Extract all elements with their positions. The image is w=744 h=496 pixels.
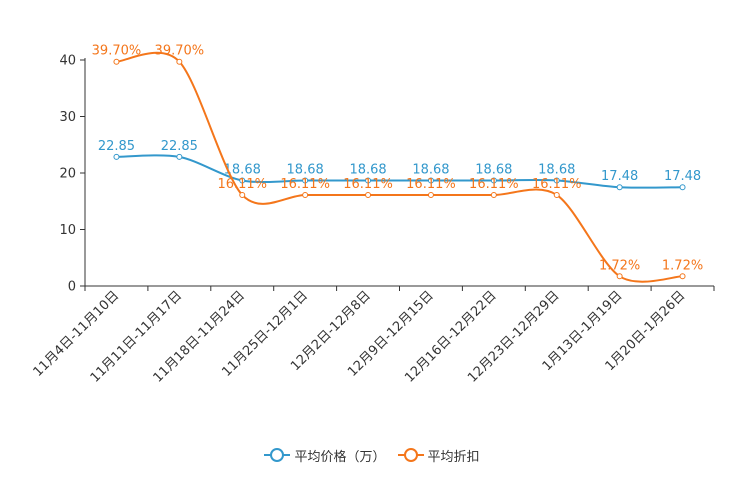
data-label-discount: 16.11% (532, 177, 582, 192)
y-tick-label: 0 (68, 280, 76, 295)
data-label-price: 18.68 (349, 162, 386, 177)
data-point-discount (427, 191, 434, 198)
data-point-price (302, 177, 309, 184)
legend-marker-price-icon (264, 448, 291, 462)
legend-label-price: 平均价格（万） (294, 449, 386, 465)
data-point-discount (616, 273, 623, 280)
data-label-price: 17.48 (601, 169, 638, 184)
data-label-discount: 39.70% (155, 44, 205, 59)
data-label-discount: 1.72% (599, 258, 640, 273)
data-point-price (365, 177, 372, 184)
y-tick-label: 10 (59, 223, 76, 238)
data-label-price: 18.68 (287, 162, 324, 177)
series-line-price (116, 154, 683, 189)
data-point-discount (302, 191, 309, 198)
data-label-price: 18.68 (224, 162, 261, 177)
data-label-discount: 16.11% (406, 177, 456, 192)
data-label-price: 22.85 (161, 139, 198, 154)
data-label-price: 18.68 (538, 162, 575, 177)
data-label-discount: 16.11% (280, 177, 330, 192)
data-label-price: 17.48 (664, 169, 701, 184)
data-point-discount (239, 191, 246, 198)
data-point-discount (679, 273, 686, 280)
data-point-discount (490, 191, 497, 198)
data-label-discount: 16.11% (217, 177, 267, 192)
y-tick-label: 20 (59, 167, 76, 182)
data-point-price (176, 153, 183, 160)
legend-item-price[interactable]: 平均价格（万） (264, 446, 386, 465)
chart-legend: 平均价格（万） 平均折扣 (0, 444, 744, 466)
y-tick-label: 30 (59, 110, 76, 125)
data-point-price (427, 177, 434, 184)
data-point-discount (365, 191, 372, 198)
data-label-discount: 16.11% (469, 177, 519, 192)
data-point-price (553, 177, 560, 184)
data-label-price: 18.68 (412, 162, 449, 177)
data-label-discount: 16.11% (343, 177, 393, 192)
y-tick-label: 40 (59, 54, 76, 69)
legend-item-discount[interactable]: 平均折扣 (397, 446, 480, 465)
data-point-price (616, 184, 623, 191)
data-point-price (679, 184, 686, 191)
series-line-discount (116, 51, 683, 283)
data-point-price (239, 177, 246, 184)
data-point-discount (553, 191, 560, 198)
data-point-price (490, 177, 497, 184)
data-label-price: 18.68 (475, 162, 512, 177)
legend-label-discount: 平均折扣 (427, 449, 480, 465)
legend-marker-discount-icon (397, 448, 424, 462)
data-point-price (113, 153, 120, 160)
data-label-discount: 1.72% (662, 258, 703, 273)
data-label-price: 22.85 (98, 139, 135, 154)
data-label-discount: 39.70% (92, 44, 142, 59)
data-point-discount (113, 58, 120, 65)
data-point-discount (176, 58, 183, 65)
